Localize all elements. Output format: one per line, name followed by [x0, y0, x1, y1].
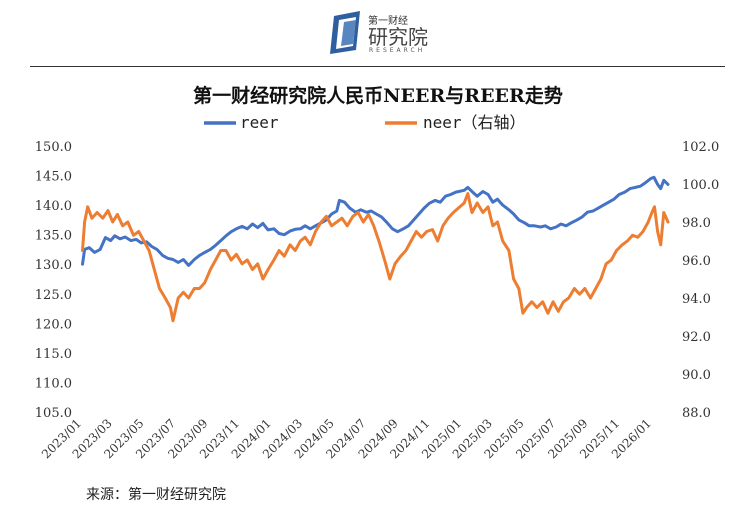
legend-label: neer（右轴） [423, 113, 526, 132]
legend-label: reer [240, 113, 279, 132]
left-y-tick-label: 110.0 [35, 376, 72, 391]
source-note: 来源：第一财经研究院 [86, 487, 226, 503]
x-axis: 2023/012023/032023/052023/072023/092023/… [39, 416, 654, 461]
left-y-tick-label: 120.0 [35, 317, 72, 332]
logo-brand-large: 研究院 [368, 25, 428, 49]
chart-legend: reer neer（右轴） [204, 113, 526, 132]
neer-reer-chart: 第一财经研究院人民币NEER与REER走势 reer neer（右轴） 105.0… [35, 84, 719, 461]
logo-brand-small: 第一财经 [368, 14, 408, 27]
right-y-tick-label: 90.0 [682, 368, 711, 383]
logo-brand-en: RESEARCH [369, 47, 425, 54]
left-y-axis: 105.0 110.0 115.0 120.0 125.0 130.0 135.0 140.0… [35, 140, 72, 421]
right-y-tick-label: 102.0 [682, 140, 719, 155]
left-y-tick-label: 115.0 [35, 347, 72, 362]
left-y-tick-label: 125.0 [35, 288, 72, 303]
left-y-tick-label: 140.0 [35, 199, 72, 214]
left-y-tick-label: 150.0 [35, 140, 72, 155]
series-line-reer [81, 175, 670, 267]
right-y-tick-label: 96.0 [682, 254, 711, 269]
right-y-tick-label: 100.0 [682, 178, 719, 193]
right-y-tick-label: 88.0 [682, 406, 711, 421]
series-line-neer [81, 192, 670, 323]
right-y-axis: 88.0 90.0 92.0 94.0 96.0 98.0 100.0 102.0 [682, 140, 719, 421]
chart-title: 第一财经研究院人民币NEER与REER走势 [193, 84, 563, 107]
left-y-tick-label: 145.0 [35, 170, 72, 185]
right-y-tick-label: 98.0 [682, 216, 711, 231]
research-logo-icon: 第一财经 研究院 RESEARCH [330, 11, 428, 54]
series-lines [81, 175, 670, 323]
logo-banner: 第一财经 研究院 RESEARCH [0, 0, 755, 66]
right-y-tick-label: 92.0 [682, 330, 711, 345]
left-y-tick-label: 135.0 [35, 229, 72, 244]
right-y-tick-label: 94.0 [682, 292, 711, 307]
header-divider [30, 66, 725, 67]
left-y-tick-label: 105.0 [35, 406, 72, 421]
left-y-tick-label: 130.0 [35, 258, 72, 273]
